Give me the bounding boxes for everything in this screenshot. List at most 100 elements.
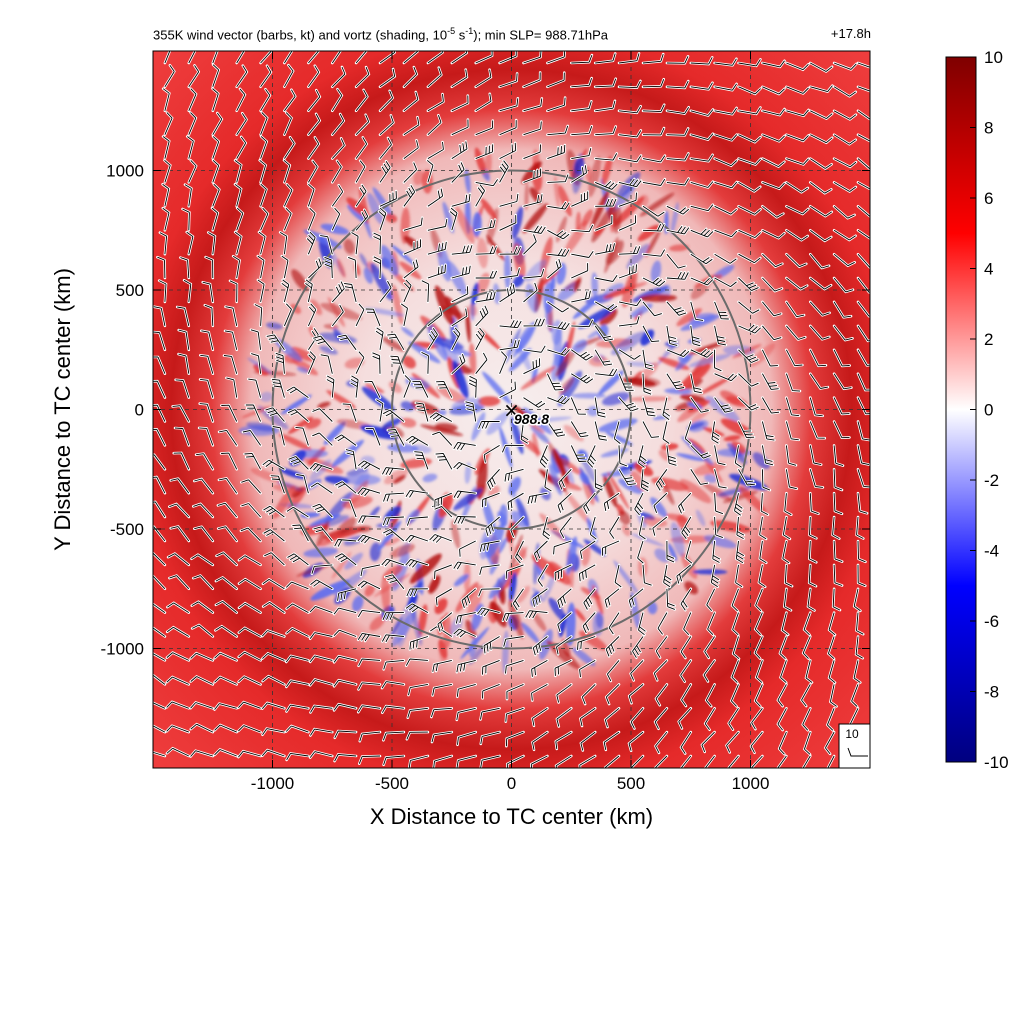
- wind-barb-stroke: [603, 731, 620, 750]
- positive-vorticity-cell: [508, 599, 524, 639]
- wind-barb-stroke: [523, 98, 543, 112]
- wind-barb-stroke: [758, 564, 766, 588]
- wind-barb-stroke: [451, 354, 466, 375]
- wind-barb-stroke: [457, 731, 476, 745]
- wind-barb-stroke: [170, 526, 190, 542]
- wind-barb-stroke: [172, 405, 190, 422]
- negative-vorticity-cell: [367, 192, 384, 225]
- wind-barb-stroke: [360, 564, 381, 577]
- wind-barb-stroke: [833, 205, 855, 219]
- wind-barb-stroke: [809, 301, 830, 316]
- wind-barb-stroke: [406, 516, 428, 526]
- wind-barb-stroke: [714, 516, 724, 539]
- positive-vorticity-cell: [738, 485, 767, 514]
- positive-vorticity-cell: [645, 229, 661, 258]
- wind-barb-stroke: [260, 65, 272, 88]
- wind-barb-stroke: [331, 160, 342, 183]
- wind-barb-stroke: [654, 755, 668, 768]
- wind-barb-stroke: [475, 219, 496, 231]
- wind-barb-stroke: [703, 660, 715, 682]
- positive-vorticity-cell: [628, 396, 672, 402]
- wind-barb-stroke: [618, 316, 640, 327]
- wind-barb-stroke: [270, 475, 285, 494]
- negative-vorticity-cell: [359, 253, 369, 268]
- wind-barb-stroke: [595, 78, 617, 88]
- wind-barb-stroke: [359, 731, 381, 742]
- wind-barb-stroke: [310, 579, 333, 590]
- negative-vorticity-cell: [296, 366, 309, 373]
- wind-barb-stroke: [662, 397, 671, 420]
- wind-barb-stroke: [478, 421, 500, 429]
- negative-vorticity-cell: [387, 443, 419, 453]
- wind-barb-stroke: [190, 723, 213, 733]
- wind-barb-stroke: [403, 140, 419, 159]
- wind-barb-stroke: [609, 516, 620, 539]
- barb-reference-box: [838, 723, 871, 769]
- wind-barb-stroke: [784, 493, 792, 516]
- wind-barb-stroke: [637, 540, 644, 564]
- wind-barb-stroke: [431, 731, 452, 743]
- wind-barb-stroke: [762, 158, 785, 168]
- negative-vorticity-cell: [618, 478, 643, 494]
- positive-vorticity-cell: [402, 355, 416, 369]
- negative-vorticity-cell: [488, 572, 510, 599]
- wind-barb-stroke: [218, 477, 238, 494]
- negative-vorticity-cell: [572, 296, 600, 320]
- positive-vorticity-cell: [438, 494, 454, 518]
- wind-barb-stroke: [583, 492, 596, 514]
- wind-barb-stroke: [214, 749, 237, 757]
- wind-barb-stroke: [759, 540, 767, 564]
- wind-barb-stroke: [453, 490, 476, 499]
- wind-barb-stroke: [383, 492, 404, 502]
- wind-barb-stroke: [833, 301, 852, 318]
- wind-barb-stroke: [355, 66, 370, 88]
- negative-vorticity-cell: [380, 244, 399, 276]
- negative-vorticity-cell: [579, 471, 590, 485]
- wind-barb-stroke: [331, 66, 346, 88]
- wind-barb-stroke: [434, 564, 452, 579]
- wind-barb-stroke: [358, 515, 381, 524]
- wind-barb-stroke: [502, 612, 524, 621]
- wind-barb-stroke: [714, 158, 738, 167]
- positive-vorticity-cell: [553, 175, 560, 208]
- wind-barb-stroke: [309, 751, 333, 758]
- wind-barb-stroke: [714, 493, 724, 515]
- wind-barb-stroke: [605, 636, 620, 657]
- wind-barb-stroke: [832, 588, 841, 611]
- negative-vorticity-cell: [572, 153, 584, 194]
- wind-barb-stroke: [372, 352, 381, 374]
- wind-barb-stroke: [809, 469, 823, 488]
- negative-vorticity-cell: [571, 392, 606, 399]
- wind-barb-stroke: [642, 349, 654, 370]
- positive-vorticity-cell: [732, 344, 762, 359]
- wind-barb-stroke: [283, 159, 291, 183]
- wind-barb-stroke: [571, 54, 593, 64]
- wind-barb-stroke: [469, 375, 477, 398]
- wind-barb-stroke: [485, 516, 500, 537]
- wind-barb-stroke: [499, 320, 522, 329]
- wind-barb-stroke: [833, 182, 857, 192]
- negative-vorticity-cell: [695, 509, 706, 527]
- wind-barb-stroke: [809, 493, 819, 515]
- wind-barb-stroke: [200, 354, 214, 374]
- wind-barb-stroke: [571, 191, 589, 207]
- wind-barb-stroke: [810, 277, 832, 290]
- wind-barb-stroke: [260, 183, 267, 207]
- positive-vorticity-cell: [455, 206, 475, 244]
- wind-barb-stroke: [479, 564, 500, 575]
- negative-vorticity-cell: [246, 422, 276, 432]
- wind-barb-stroke: [205, 256, 214, 279]
- wind-barb-stroke: [456, 659, 476, 673]
- wind-barb-stroke: [809, 349, 827, 367]
- wind-barb-stroke: [523, 345, 546, 353]
- wind-barb-stroke: [547, 348, 570, 356]
- wind-barb-stroke: [738, 397, 759, 411]
- wind-barb-stroke: [738, 158, 762, 165]
- wind-barb-stroke: [710, 564, 720, 588]
- wind-barb-stroke: [421, 351, 429, 374]
- wind-barb-stroke: [570, 445, 587, 462]
- wind-barb-stroke: [680, 731, 692, 754]
- wind-barb-stroke: [430, 707, 452, 718]
- wind-barb-stroke: [286, 506, 309, 518]
- wind-barb-stroke: [666, 80, 689, 89]
